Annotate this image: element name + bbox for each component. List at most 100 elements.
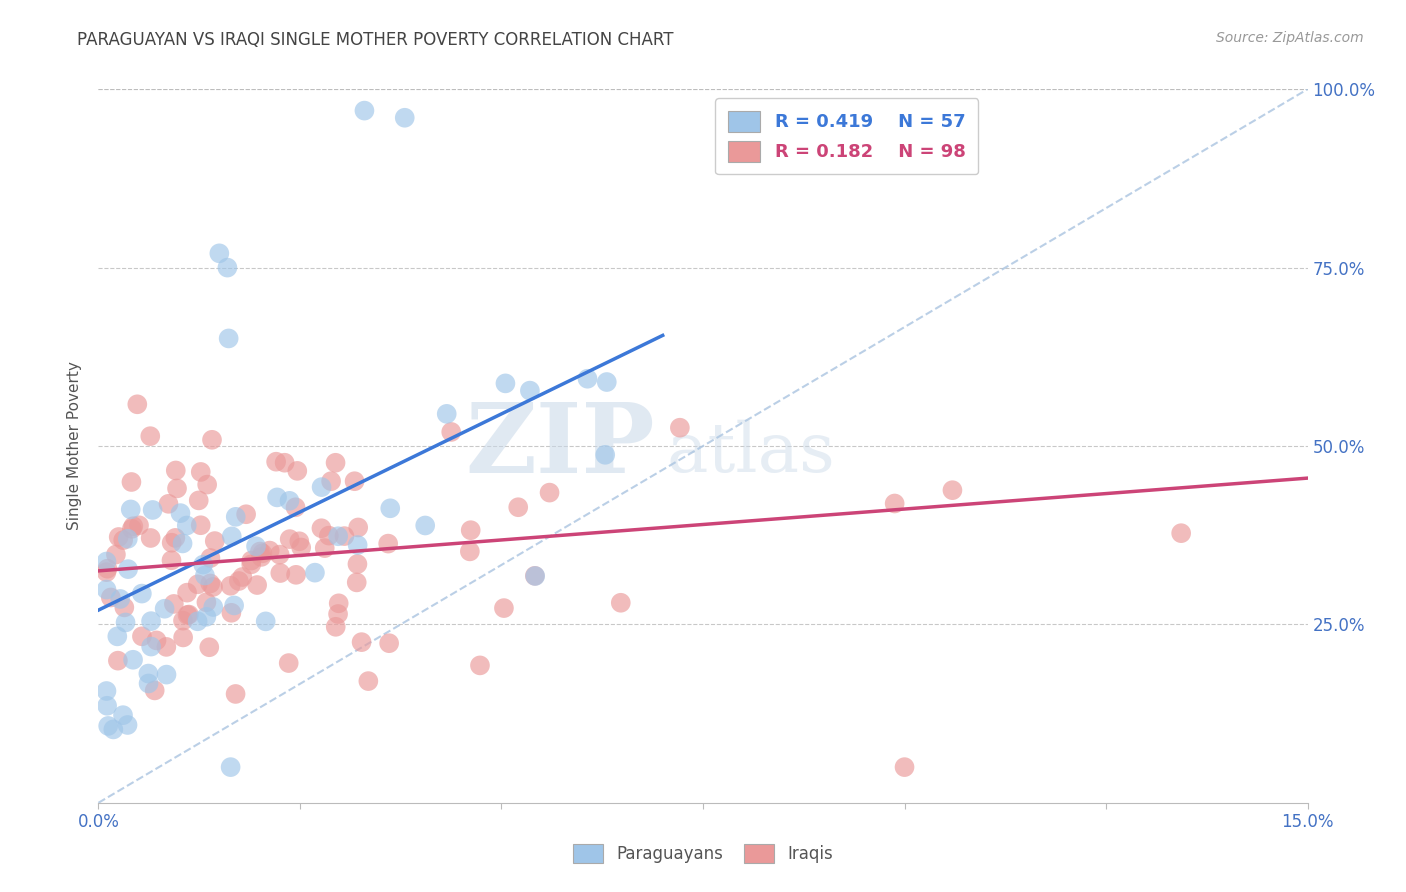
- Point: [139, 614, 162, 628]
- Point: [225, 509, 247, 524]
- Point: [128, 518, 150, 533]
- Point: [195, 609, 218, 624]
- Point: [202, 580, 225, 594]
- Point: [219, 760, 242, 774]
- Point: [194, 568, 217, 582]
- Point: [669, 420, 692, 434]
- Point: [508, 500, 530, 515]
- Point: [285, 567, 308, 582]
- Point: [494, 376, 516, 391]
- Point: [187, 493, 209, 508]
- Point: [318, 528, 340, 542]
- Point: [96, 565, 118, 579]
- Point: [235, 508, 257, 522]
- Point: [172, 631, 194, 645]
- Point: [343, 474, 366, 488]
- Point: [219, 579, 242, 593]
- Point: [105, 629, 128, 643]
- Point: [190, 465, 212, 479]
- Point: [593, 448, 616, 462]
- Point: [325, 456, 347, 470]
- Point: [246, 578, 269, 592]
- Point: [100, 591, 122, 605]
- Point: [285, 464, 308, 478]
- Text: ZIP: ZIP: [465, 399, 655, 493]
- Point: [492, 601, 515, 615]
- Point: [104, 548, 127, 562]
- Point: [190, 518, 212, 533]
- Point: [96, 698, 118, 713]
- Point: [273, 456, 295, 470]
- Point: [278, 493, 301, 508]
- Point: [96, 554, 118, 568]
- Text: PARAGUAYAN VS IRAQI SINGLE MOTHER POVERTY CORRELATION CHART: PARAGUAYAN VS IRAQI SINGLE MOTHER POVERT…: [77, 31, 673, 49]
- Point: [218, 331, 240, 345]
- Point: [254, 615, 277, 629]
- Point: [893, 760, 915, 774]
- Point: [440, 425, 463, 439]
- Point: [325, 620, 347, 634]
- Point: [193, 558, 215, 572]
- Point: [252, 546, 274, 560]
- Point: [610, 596, 633, 610]
- Point: [122, 653, 145, 667]
- Point: [576, 372, 599, 386]
- Point: [96, 582, 118, 597]
- Point: [538, 485, 561, 500]
- Point: [120, 502, 142, 516]
- Point: [519, 384, 541, 398]
- Y-axis label: Single Mother Poverty: Single Mother Poverty: [67, 361, 83, 531]
- Point: [169, 506, 191, 520]
- Point: [97, 719, 120, 733]
- Point: [266, 491, 288, 505]
- Point: [155, 640, 177, 654]
- Point: [221, 529, 243, 543]
- Point: [460, 523, 482, 537]
- Point: [596, 375, 619, 389]
- Point: [200, 551, 222, 566]
- Point: [250, 549, 273, 564]
- Point: [157, 497, 180, 511]
- Point: [139, 429, 162, 443]
- Point: [311, 480, 333, 494]
- Point: [163, 597, 186, 611]
- Point: [198, 640, 221, 655]
- Point: [284, 500, 307, 515]
- Point: [357, 674, 380, 689]
- Point: [117, 532, 139, 546]
- Point: [166, 482, 188, 496]
- Point: [231, 570, 253, 584]
- Point: [377, 536, 399, 550]
- Point: [195, 477, 218, 491]
- Point: [120, 475, 142, 489]
- Point: [458, 544, 481, 558]
- Point: [328, 596, 350, 610]
- Point: [378, 636, 401, 650]
- Point: [278, 532, 301, 546]
- Point: [941, 483, 963, 498]
- Point: [143, 683, 166, 698]
- Point: [110, 591, 132, 606]
- Point: [240, 553, 263, 567]
- Text: atlas: atlas: [666, 420, 835, 486]
- Point: [350, 635, 373, 649]
- Point: [187, 615, 209, 629]
- Point: [127, 397, 149, 411]
- Point: [346, 557, 368, 571]
- Point: [224, 599, 246, 613]
- Point: [96, 562, 118, 576]
- Point: [117, 562, 139, 576]
- Point: [139, 531, 162, 545]
- Point: [114, 615, 136, 630]
- Point: [413, 518, 436, 533]
- Point: [176, 585, 198, 599]
- Point: [269, 548, 291, 562]
- Point: [380, 501, 402, 516]
- Point: [304, 566, 326, 580]
- Point: [176, 518, 198, 533]
- Point: [112, 708, 135, 723]
- Point: [228, 574, 250, 588]
- Point: [145, 633, 167, 648]
- Point: [240, 558, 263, 572]
- Point: [200, 576, 222, 591]
